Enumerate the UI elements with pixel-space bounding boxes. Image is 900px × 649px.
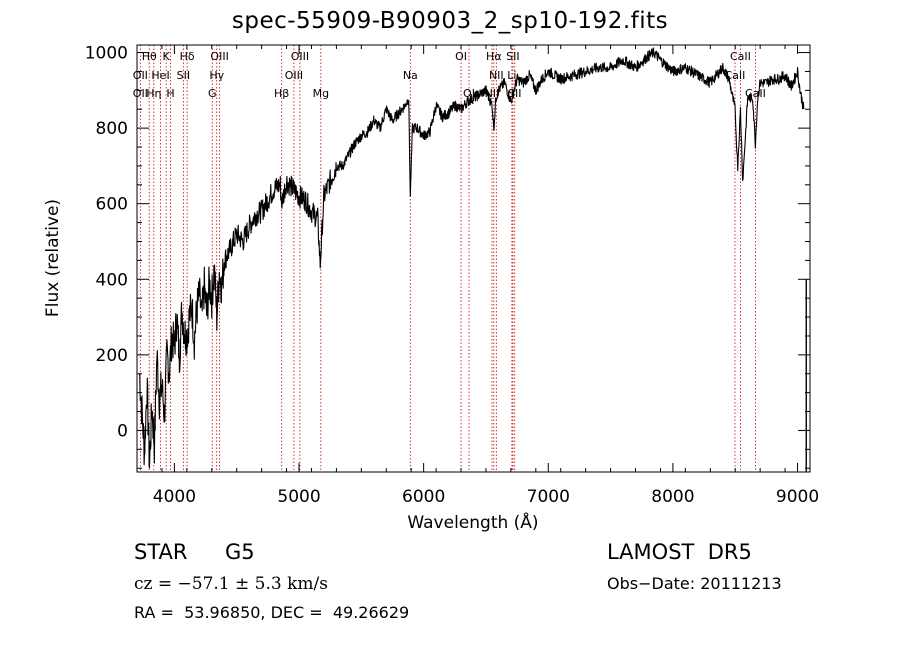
y-tick-label: 0 <box>117 421 128 441</box>
line-marker-label: Hγ <box>209 69 224 82</box>
line-marker-label: H <box>166 87 174 100</box>
coordinates: RA = 53.96850, DEC = 49.26629 <box>134 603 410 622</box>
plot-frame <box>136 44 811 473</box>
line-marker-label: OIII <box>210 50 228 63</box>
line-marker-label: Li <box>507 69 516 82</box>
line-marker-labels: Hθ K Hδ OIII OIII OI Hα SII CaII OII HeI SII Hγ OIII N… <box>133 50 766 100</box>
y-tick-label: 1000 <box>85 44 128 64</box>
x-tick-label: 7000 <box>527 487 570 507</box>
x-tick-label: 6000 <box>402 487 445 507</box>
line-marker-label: OII <box>133 87 148 100</box>
line-marker-label: Hθ <box>142 50 157 63</box>
x-tick-label: 8000 <box>651 487 694 507</box>
survey-name: LAMOST DR5 <box>607 540 752 564</box>
y-axis-label: Flux (relative) <box>43 199 63 317</box>
observation-date: Obs−Date: 20111213 <box>607 574 782 593</box>
line-marker-label: CaII <box>725 69 746 82</box>
chart-title: spec-55909-B90903_2_sp10-192.fits <box>231 8 669 34</box>
line-marker-label: G <box>208 87 217 100</box>
line-marker-label: CaII <box>730 50 751 63</box>
line-marker-label: Hδ <box>180 50 195 63</box>
x-tick-label: 9000 <box>776 487 819 507</box>
line-marker-label: Hβ <box>274 87 289 100</box>
line-marker-label: CaII <box>745 87 766 100</box>
line-marker-label: NII <box>485 87 500 100</box>
line-marker-label: Hα <box>486 50 502 63</box>
line-marker-label: NII <box>489 69 504 82</box>
y-tick-label: 200 <box>96 346 128 366</box>
object-subclass: G5 <box>225 540 255 564</box>
redshift-velocity: cz = −57.1 ± 5.3 km/s <box>134 574 328 594</box>
spectrum-series <box>138 47 807 472</box>
line-marker-label: SII <box>506 50 519 63</box>
x-tick-label: 4000 <box>153 487 196 507</box>
object-class: STAR <box>134 540 188 564</box>
y-tick-label: 600 <box>96 195 128 215</box>
line-marker-label: Hη <box>146 87 161 100</box>
line-marker-label: Na <box>403 69 418 82</box>
line-marker-label: Mg <box>313 87 329 100</box>
x-tick-label: 5000 <box>277 487 320 507</box>
line-marker-label: SII <box>177 69 190 82</box>
spectrum-line <box>138 47 805 469</box>
line-marker-label: SII <box>508 87 521 100</box>
line-marker-label: OIII <box>285 69 303 82</box>
y-tick-label: 400 <box>96 270 128 290</box>
line-markers <box>139 45 756 472</box>
line-marker-label: OI <box>463 87 475 100</box>
x-axis-label: Wavelength (Å) <box>407 511 538 533</box>
line-marker-label: K <box>163 50 171 63</box>
line-marker-label: OIII <box>291 50 309 63</box>
axis-ticks: 4000 5000 6000 7000 8000 9000 0 200 400 600 800 100… <box>85 44 819 507</box>
line-marker-label: OI <box>455 50 467 63</box>
line-marker-label: OII <box>133 69 148 82</box>
line-marker-label: HeI <box>151 69 169 82</box>
y-tick-label: 800 <box>96 119 128 139</box>
